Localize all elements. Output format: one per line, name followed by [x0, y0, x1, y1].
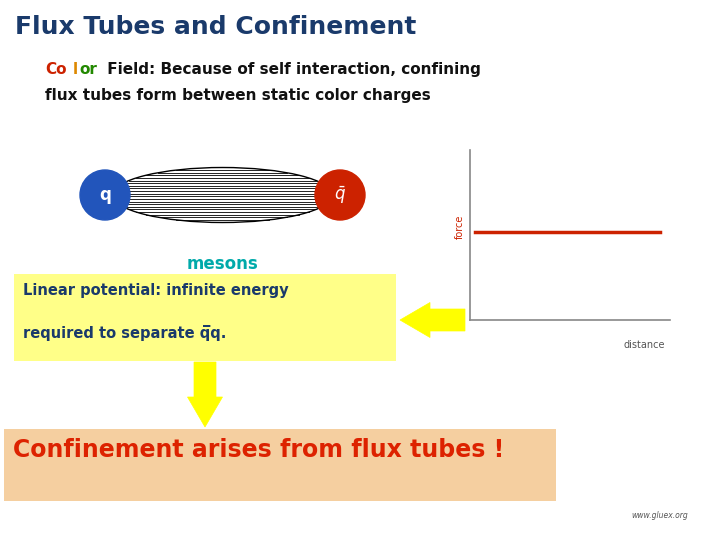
- FancyBboxPatch shape: [4, 429, 556, 501]
- Circle shape: [80, 170, 130, 220]
- Text: $\bar{q}$: $\bar{q}$: [334, 184, 346, 206]
- Text: or: or: [79, 62, 97, 77]
- Text: mesons: mesons: [186, 255, 258, 273]
- Circle shape: [315, 170, 365, 220]
- Text: Field: Because of self interaction, confining: Field: Because of self interaction, conf…: [102, 62, 481, 77]
- Text: l: l: [73, 62, 78, 77]
- FancyArrow shape: [187, 362, 222, 427]
- Text: Linear potential: infinite energy: Linear potential: infinite energy: [23, 283, 289, 298]
- Text: Flux Tubes and Confinement: Flux Tubes and Confinement: [15, 15, 416, 39]
- Text: www.gluex.org: www.gluex.org: [631, 510, 688, 519]
- Text: flux tubes form between static color charges: flux tubes form between static color cha…: [45, 88, 431, 103]
- Text: required to separate q̅q.: required to separate q̅q.: [23, 325, 226, 341]
- FancyArrow shape: [400, 302, 465, 338]
- FancyBboxPatch shape: [14, 274, 396, 361]
- Text: distance: distance: [624, 340, 665, 350]
- Text: q: q: [99, 186, 111, 204]
- Text: force: force: [455, 214, 465, 239]
- Text: Co: Co: [45, 62, 66, 77]
- Text: Confinement arises from flux tubes !: Confinement arises from flux tubes !: [13, 438, 504, 462]
